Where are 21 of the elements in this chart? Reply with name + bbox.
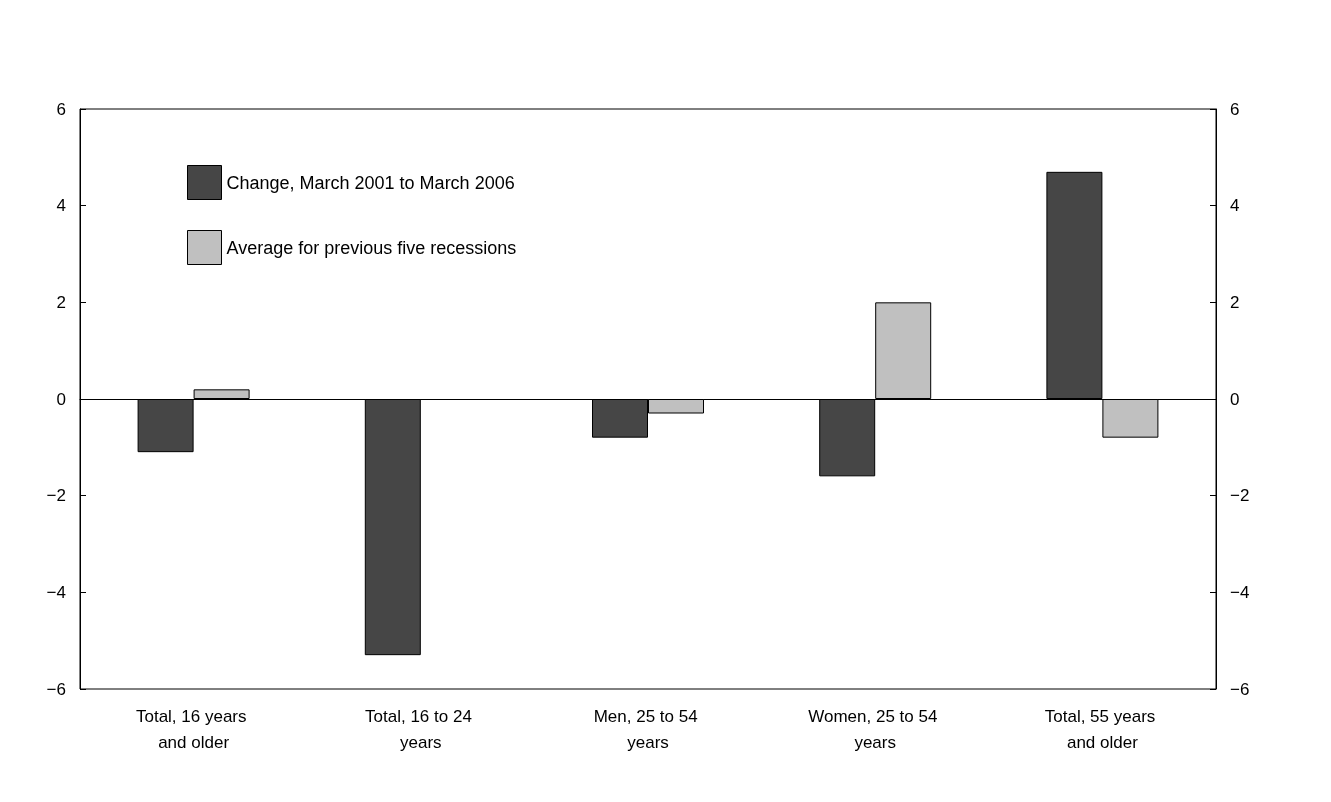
y-tick-label: −2 — [46, 486, 66, 506]
x-tick-label: Women, 25 to 54 years — [808, 706, 943, 752]
legend-label: Average for previous five recessions — [226, 237, 517, 258]
y-tick-label: 4 — [56, 196, 66, 216]
x-tick-label: Total, 16 to 24 years — [365, 706, 477, 752]
x-tick-label: Total, 16 years and older — [135, 706, 252, 752]
y-tick-label: 2 — [56, 292, 66, 312]
y-tick-label: −4 — [46, 582, 66, 602]
y2-tick-label: 2 — [1230, 292, 1240, 312]
y-tick-label: 0 — [56, 389, 66, 409]
x-tick-label: Total, 55 years and older — [1044, 706, 1161, 752]
y-tick-label: −6 — [46, 679, 66, 699]
y2-tick-label: −6 — [1230, 679, 1250, 699]
y2-tick-label: 6 — [1230, 99, 1240, 119]
x-tick-label: Men, 25 to 54 years — [593, 706, 703, 752]
y2-tick-label: 4 — [1230, 196, 1240, 216]
y2-tick-label: 0 — [1230, 389, 1240, 409]
y-tick-label: 6 — [56, 99, 66, 119]
legend-label: Change, March 2001 to March 2006 — [226, 172, 515, 193]
y2-tick-label: −2 — [1230, 486, 1250, 506]
y2-tick-label: −4 — [1230, 582, 1250, 602]
